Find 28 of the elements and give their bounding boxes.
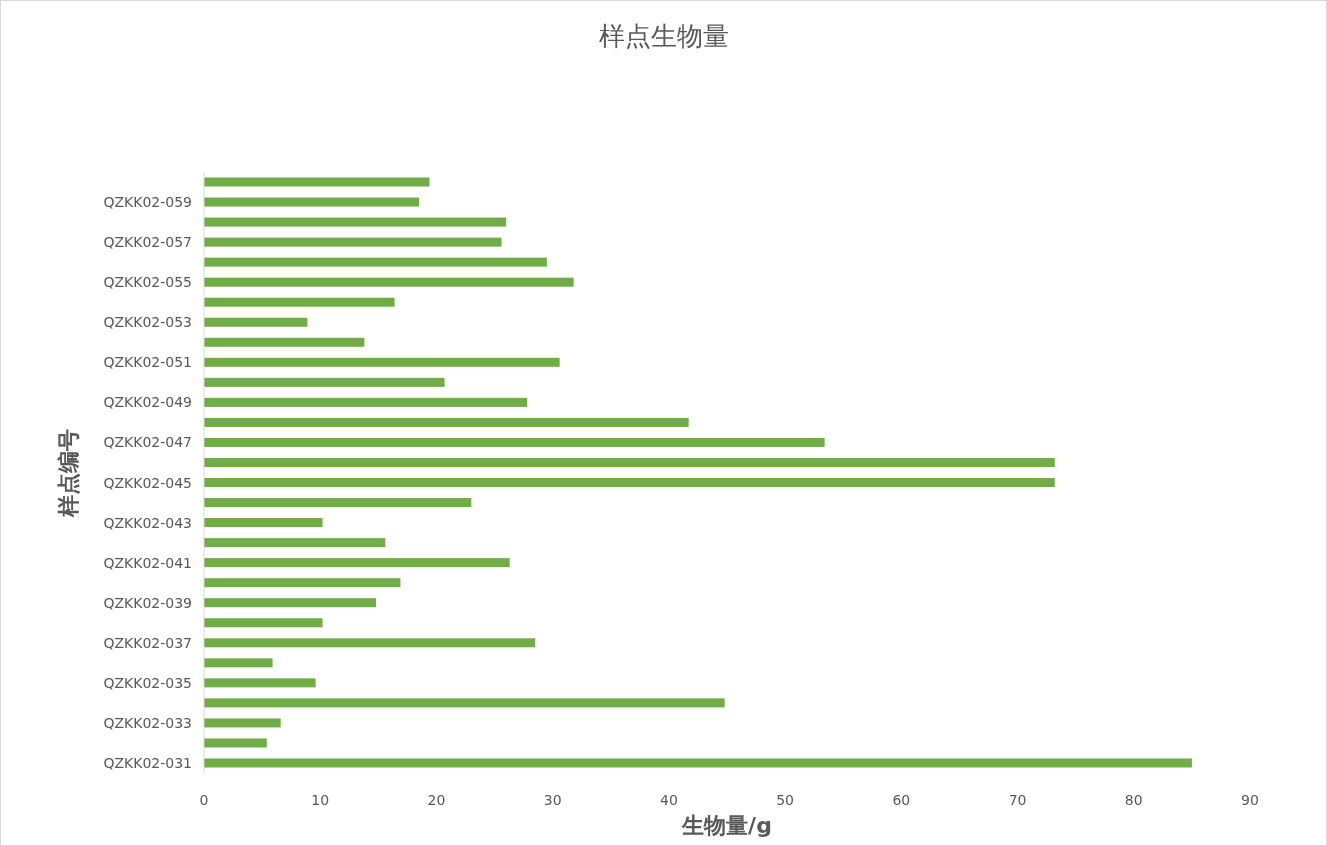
- y-axis-title: 样点编号: [56, 428, 81, 518]
- x-axis-title: 生物量/g: [681, 813, 772, 838]
- x-tick-label: 90: [1241, 792, 1259, 808]
- x-tick-label: 80: [1124, 792, 1143, 808]
- x-tick-label: 10: [311, 792, 330, 808]
- y-tick-label: QZKK02-039: [103, 594, 192, 611]
- x-tick-label: 50: [776, 792, 795, 808]
- y-tick-label: QZKK02-053: [103, 314, 192, 331]
- x-tick-label: 70: [1008, 792, 1027, 808]
- x-tick-label: 60: [892, 792, 911, 808]
- y-tick-label: QZKK02-031: [103, 754, 192, 771]
- x-tick-label: 20: [427, 792, 446, 808]
- x-tick-label: 30: [543, 792, 562, 808]
- y-tick-label: QZKK02-057: [103, 234, 192, 251]
- y-tick-label: QZKK02-033: [103, 714, 192, 731]
- chart-title: 样点生物量: [598, 21, 729, 51]
- y-tick-label: QZKK02-059: [103, 194, 192, 211]
- y-tick-label: QZKK02-045: [103, 474, 192, 491]
- y-tick-label: QZKK02-041: [103, 554, 192, 571]
- y-tick-label: QZKK02-049: [103, 394, 192, 411]
- x-tick-label: 0: [199, 792, 209, 808]
- y-tick-label: QZKK02-047: [103, 434, 192, 451]
- y-tick-label: QZKK02-035: [103, 674, 192, 691]
- x-tick-label: 40: [659, 792, 678, 808]
- y-tick-label: QZKK02-055: [103, 274, 192, 291]
- y-tick-label: QZKK02-043: [103, 514, 192, 531]
- y-tick-label: QZKK02-037: [103, 634, 192, 651]
- y-tick-label: QZKK02-051: [103, 354, 192, 371]
